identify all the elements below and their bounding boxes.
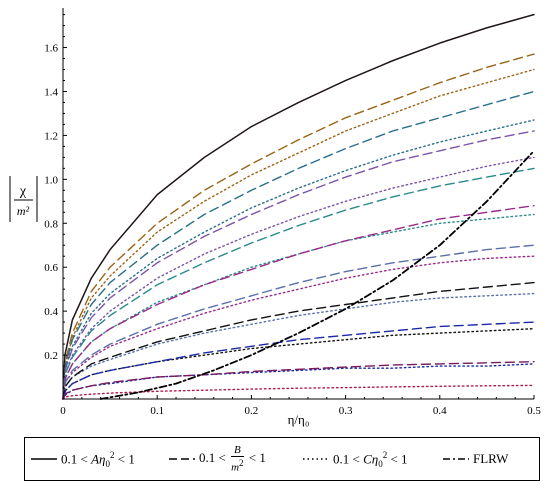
legend-line-dashdot — [443, 458, 469, 460]
y-label-numerator: χ — [19, 184, 27, 199]
axes: 0 0.1 0.2 0.3 0.4 0.5 0.2 0.4 0.6 0.8 1.0 1.2 1.4 1.6 — [44, 8, 541, 417]
series-line-14 — [62, 281, 535, 400]
x-tick-label: 0 — [60, 405, 66, 417]
y-tick-label: 0.6 — [44, 262, 58, 274]
series-line-9 — [62, 213, 535, 400]
y-tick-label: 1.6 — [44, 43, 58, 55]
legend-item-dashdot: FLRW — [443, 438, 508, 480]
legend-item-dotted: 0.1 < Cη02 < 1 — [303, 438, 408, 480]
series-line-20 — [99, 149, 535, 400]
series-line-11 — [62, 255, 535, 400]
x-tick-label: 0.3 — [339, 405, 353, 417]
legend-text-flrw: FLRW — [473, 451, 509, 466]
legend-line-dotted — [303, 458, 329, 460]
y-tick-label: 1.4 — [44, 86, 58, 98]
x-tick-label: 0.5 — [527, 405, 541, 417]
y-label-denominator: m² — [17, 204, 30, 218]
y-tick-label: 0.2 — [44, 350, 58, 362]
y-tick-label: 1.0 — [44, 174, 58, 186]
chart: 0 0.1 0.2 0.3 0.4 0.5 0.2 0.4 0.6 0.8 1.0 1.2 1.4 1.6… — [9, 8, 541, 427]
series-line-17 — [62, 363, 535, 400]
x-label-text: η/η₀ — [288, 412, 310, 427]
y-tick-label: 0.4 — [44, 306, 58, 318]
y-tick-label: 1.2 — [44, 130, 58, 142]
x-tick-label: 0.4 — [433, 405, 447, 417]
series-line-1 — [62, 13, 535, 400]
series-line-8 — [62, 167, 535, 400]
plot-area — [62, 13, 535, 400]
series-line-2 — [62, 53, 535, 400]
series-line-5 — [62, 119, 535, 400]
legend-line-dashed — [169, 458, 195, 460]
x-tick-label: 0.2 — [245, 405, 259, 417]
series-line-6 — [62, 130, 535, 400]
series-line-4 — [62, 90, 535, 400]
series-line-16 — [62, 321, 535, 400]
series-line-12 — [62, 244, 535, 400]
legend-text-dotted: 0.1 < Cη02 < 1 — [333, 449, 408, 469]
legend-line-solid — [31, 458, 57, 460]
x-axis-label: η/η₀ — [288, 412, 310, 427]
y-axis-label: χ m² — [9, 176, 38, 222]
legend-item-solid: 0.1 < Aη02 < 1 — [31, 438, 135, 480]
x-tick-label: 0.1 — [150, 405, 164, 417]
y-tick-label: 0.8 — [44, 218, 58, 230]
series-line-0 — [62, 13, 535, 400]
series-line-13 — [62, 292, 535, 400]
series-line-3 — [62, 68, 535, 400]
series-line-7 — [62, 156, 535, 400]
series-line-18 — [62, 361, 535, 400]
legend-text-solid: 0.1 < Aη02 < 1 — [61, 449, 135, 469]
series-line-10 — [62, 204, 535, 400]
series-line-19 — [62, 384, 535, 400]
